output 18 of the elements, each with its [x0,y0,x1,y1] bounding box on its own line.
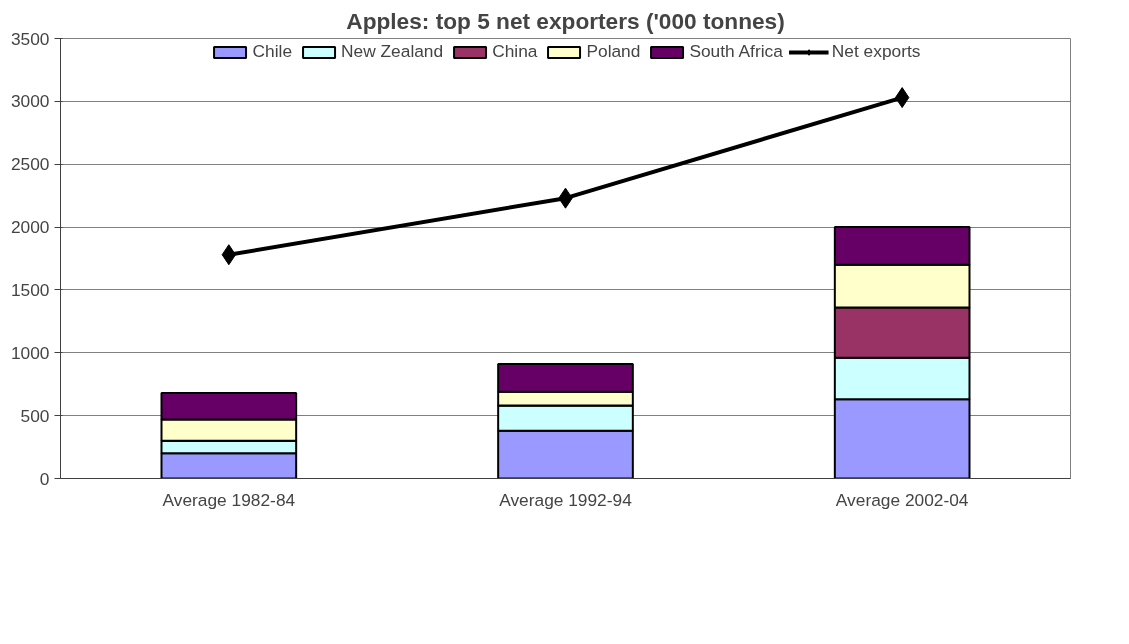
chart-title: Apples: top 5 net exporters ('000 tonnes) [346,7,785,34]
legend-label: New Zealand [341,41,444,62]
y-tick-label: 3000 [10,91,50,112]
legend-label: Chile [252,41,293,62]
legend-label: Poland [586,41,641,62]
y-tick-label: 500 [20,405,50,426]
legend-label: China [492,41,538,62]
y-tick-label: 2000 [10,217,50,238]
y-tick-label: 3500 [10,28,50,49]
x-tick-label: Average 1992-94 [499,489,633,510]
y-tick-label: 1500 [10,279,50,300]
y-tick-label: 1000 [10,342,50,363]
y-tick-label: 2500 [10,154,50,175]
legend-label: South Africa [689,41,783,62]
legend-label: Net exports [831,41,921,62]
y-tick-label: 0 [39,468,50,489]
x-tick-label: Average 1982-84 [162,489,296,510]
x-tick-label: Average 2002-04 [835,489,969,510]
